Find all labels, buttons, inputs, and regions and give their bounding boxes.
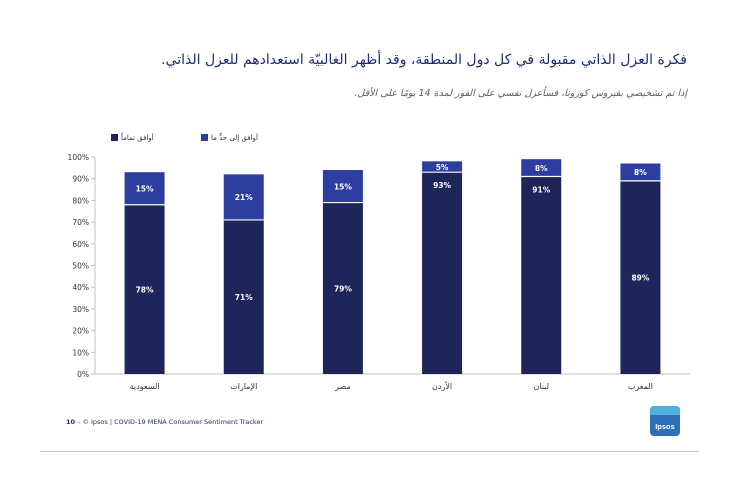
data-label-somewhat-agree: 15% bbox=[334, 182, 352, 191]
y-tick-label: 80% bbox=[72, 196, 89, 205]
y-tick-label: 50% bbox=[72, 262, 89, 271]
bar-segment-strongly-agree bbox=[223, 219, 264, 374]
x-tick-label: لبنان bbox=[533, 382, 549, 391]
bar-segment-somewhat-agree bbox=[422, 161, 463, 173]
y-tick-label: 70% bbox=[72, 218, 89, 227]
data-label-strongly-agree: 71% bbox=[235, 293, 253, 302]
data-label-strongly-agree: 79% bbox=[334, 284, 352, 293]
data-label-strongly-agree: 78% bbox=[136, 285, 154, 294]
x-tick-label: الإمارات bbox=[230, 382, 257, 392]
bar-segment-strongly-agree bbox=[521, 176, 562, 374]
ipsos-logo: Ipsos bbox=[650, 406, 680, 436]
x-tick-label: مصر bbox=[334, 382, 351, 391]
bar-segment-somewhat-agree bbox=[322, 170, 363, 203]
data-label-somewhat-agree: 8% bbox=[535, 164, 548, 173]
legend-label-somewhat-agree: أوافق إلى حدٍّ ما bbox=[211, 133, 258, 142]
data-label-strongly-agree: 93% bbox=[433, 181, 451, 190]
bar-segment-somewhat-agree bbox=[521, 159, 562, 177]
slide-subtitle: إذا تم تشخيصي بفيروس كورونا، فسأعزل نفسي… bbox=[354, 88, 687, 99]
footer-divider bbox=[40, 451, 699, 452]
data-label-strongly-agree: 89% bbox=[631, 273, 649, 282]
y-tick-label: 40% bbox=[72, 283, 89, 292]
bar-segment-somewhat-agree bbox=[620, 163, 661, 181]
data-label-somewhat-agree: 8% bbox=[634, 168, 647, 177]
bar-segment-strongly-agree bbox=[422, 172, 463, 374]
page-number: 10 bbox=[66, 418, 76, 426]
data-label-somewhat-agree: 21% bbox=[235, 193, 253, 202]
y-tick-label: 30% bbox=[72, 305, 89, 314]
source-text: – © Ipsos | COVID-19 MENA Consumer Senti… bbox=[77, 418, 264, 426]
y-tick-label: 90% bbox=[72, 175, 89, 184]
slide-title: فكرة العزل الذاتي مقبولة في كل دول المنط… bbox=[161, 52, 687, 68]
bar-segment-strongly-agree bbox=[322, 202, 363, 374]
data-label-strongly-agree: 91% bbox=[532, 186, 550, 195]
y-tick-label: 10% bbox=[72, 348, 89, 357]
legend-swatch-somewhat-agree bbox=[201, 134, 208, 141]
bar-segment-somewhat-agree bbox=[124, 172, 165, 205]
x-tick-label: الأردن bbox=[432, 381, 452, 391]
bar-segment-somewhat-agree bbox=[223, 174, 264, 220]
data-label-somewhat-agree: 15% bbox=[136, 184, 154, 193]
bar-segment-strongly-agree bbox=[620, 180, 661, 374]
logo-text: Ipsos bbox=[655, 422, 675, 431]
bar-segment-strongly-agree bbox=[124, 204, 165, 374]
footer-source: 10 – © Ipsos | COVID-19 MENA Consumer Se… bbox=[66, 418, 263, 426]
y-tick-label: 100% bbox=[68, 153, 89, 162]
y-tick-label: 20% bbox=[72, 327, 89, 336]
data-label-somewhat-agree: 5% bbox=[436, 163, 449, 172]
x-tick-label: المغرب bbox=[628, 382, 653, 391]
logo-accent-bar bbox=[650, 406, 680, 415]
y-tick-label: 0% bbox=[77, 370, 89, 379]
y-tick-label: 60% bbox=[72, 240, 89, 249]
legend-swatch-strongly-agree bbox=[111, 134, 118, 141]
legend-label-strongly-agree: أوافق تماماً bbox=[120, 132, 154, 142]
x-tick-label: السعودية bbox=[130, 382, 160, 391]
